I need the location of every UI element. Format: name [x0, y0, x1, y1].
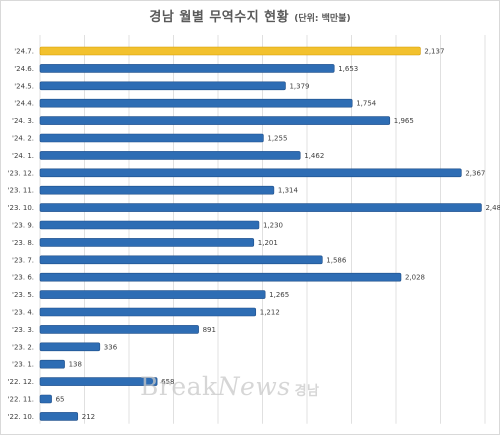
bar — [39, 394, 52, 404]
bar — [39, 272, 402, 282]
data-label: 2,480 — [485, 204, 500, 212]
data-label: 1,586 — [326, 256, 347, 264]
category-tick-label: '24. 2. — [12, 135, 34, 143]
category-tick-label: '23. 12. — [8, 169, 34, 177]
data-label: 2,137 — [424, 48, 444, 56]
bar — [39, 64, 335, 73]
bar — [39, 238, 255, 247]
data-label: 336 — [104, 343, 118, 351]
breaknews-watermark: BreakNews 경남 — [140, 372, 320, 401]
bar — [39, 325, 199, 334]
bar — [39, 185, 275, 195]
category-tick-label: '22. 12. — [8, 378, 34, 386]
bar — [39, 203, 482, 212]
bar — [39, 290, 266, 299]
data-label: 2,028 — [405, 274, 425, 282]
data-label: 138 — [69, 361, 82, 369]
category-tick-label: '22. 10. — [8, 413, 34, 421]
category-tick-label: '24.7. — [14, 48, 34, 56]
bar — [39, 412, 79, 421]
data-label: 1,230 — [263, 222, 283, 230]
watermark-suffix: 경남 — [294, 384, 320, 399]
watermark-brand-b: News — [217, 372, 291, 401]
category-tick-label: '23. 6. — [12, 274, 34, 282]
data-label: 1,265 — [269, 291, 289, 299]
data-label: 658 — [161, 378, 174, 386]
category-tick-label: '23. 3. — [12, 326, 34, 334]
category-tick-label: '24.6. — [14, 65, 34, 73]
data-label: 1,201 — [258, 239, 278, 247]
data-label: 1,462 — [304, 152, 324, 160]
category-tick-label: '23. 7. — [12, 256, 34, 264]
bar — [39, 46, 421, 56]
bar — [39, 377, 158, 386]
category-tick-label: '23. 9. — [12, 222, 34, 230]
category-tick-label: '24. 3. — [12, 117, 34, 125]
bar — [39, 133, 264, 143]
bar — [39, 359, 65, 369]
category-tick-label: '23. 2. — [12, 343, 34, 351]
chart-title: 경남 월별 무역수지 현황 — [149, 10, 290, 25]
data-label: 891 — [203, 326, 216, 334]
category-tick-label: '22. 11. — [8, 396, 34, 404]
data-label: 212 — [82, 413, 95, 421]
data-label: 1,379 — [289, 82, 309, 90]
watermark-brand-a: Break — [140, 372, 218, 401]
bar — [39, 342, 101, 352]
data-label: 1,314 — [278, 187, 299, 195]
data-label: 1,965 — [394, 117, 414, 125]
bar — [39, 220, 260, 230]
category-tick-label: '23. 8. — [12, 239, 34, 247]
data-label: 1,255 — [267, 135, 287, 143]
category-tick-label: '23. 11. — [8, 187, 34, 195]
bar — [39, 307, 257, 317]
chart-unit-label: (단위: 백만불) — [294, 14, 351, 24]
chart-title-block: 경남 월별 무역수지 현황 (단위: 백만불) — [0, 6, 500, 25]
data-label: 1,653 — [338, 65, 358, 73]
category-tick-label: '24.5. — [14, 82, 34, 90]
bar — [39, 255, 323, 265]
category-tick-label: '24.4. — [14, 100, 34, 108]
bar — [39, 98, 353, 108]
data-label: 1,754 — [356, 100, 377, 108]
bar — [39, 116, 391, 125]
bar — [39, 81, 286, 91]
bar — [39, 151, 301, 160]
category-tick-label: '23. 1. — [12, 361, 34, 369]
category-tick-label: '23. 5. — [12, 291, 34, 299]
bar — [39, 168, 462, 178]
category-tick-label: '23. 10. — [8, 204, 34, 212]
category-tick-label: '23. 4. — [12, 309, 34, 317]
data-label: 65 — [56, 396, 65, 404]
data-label: 1,212 — [260, 309, 280, 317]
data-label: 2,367 — [465, 169, 485, 177]
category-tick-label: '24. 1. — [12, 152, 34, 160]
